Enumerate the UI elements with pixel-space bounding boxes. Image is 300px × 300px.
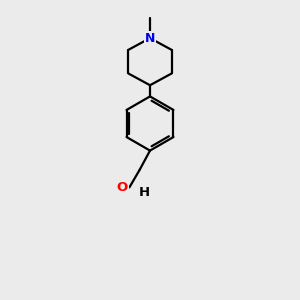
Text: N: N <box>145 32 155 45</box>
Text: H: H <box>139 186 150 199</box>
Text: O: O <box>117 182 128 194</box>
